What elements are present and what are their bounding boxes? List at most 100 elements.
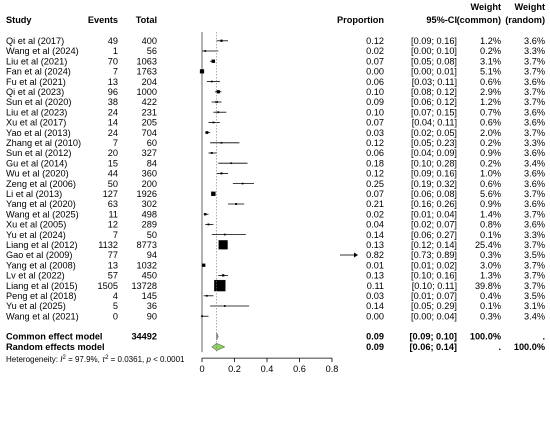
study-name: Li et al (2013) <box>6 189 62 199</box>
study-events: 24 <box>108 128 118 138</box>
table-row: Li et al (2013) 127 1926 0.07 [0.06; 0.08] 5.… <box>6 189 545 199</box>
study-weight-random: 3.1% <box>524 301 545 311</box>
study-events: 1505 <box>98 281 118 291</box>
study-name: Xu et al (2005) <box>6 220 66 230</box>
weight-square <box>230 162 233 165</box>
study-proportion: 0.04 <box>366 220 384 230</box>
weight-square <box>211 191 216 197</box>
table-row: Liang et al (2012) 1132 8773 0.13 [0.12; 0.1… <box>6 240 545 250</box>
study-total: 205 <box>142 118 157 128</box>
study-name: Wu et al (2020) <box>6 169 69 179</box>
table-row: Xu et al (2017) 14 205 0.07 [0.04; 0.11] 0.6%… <box>6 118 545 128</box>
study-total: 204 <box>142 77 157 87</box>
study-name: Peng et al (2018) <box>6 291 77 301</box>
study-weight-common: 1.4% <box>480 209 501 219</box>
study-events: 96 <box>108 87 118 97</box>
study-events: 0 <box>113 311 118 321</box>
study-proportion: 0.07 <box>366 118 384 128</box>
study-name: Qi et al (2017) <box>6 36 64 46</box>
study-total: 1063 <box>137 56 157 66</box>
study-events: 50 <box>108 179 118 189</box>
study-ci: [0.07; 0.15] <box>411 107 457 117</box>
study-weight-common: 25.4% <box>475 240 501 250</box>
study-total: 231 <box>142 107 157 117</box>
header-weight-random-line1: Weight <box>515 2 545 12</box>
weight-square <box>223 305 226 307</box>
het-tau2: = 0.0361, <box>108 355 146 364</box>
x-axis: 0 0.2 0.4 0.6 0.8 <box>199 357 339 374</box>
study-proportion: 0.21 <box>366 199 384 209</box>
study-weight-common: 0.6% <box>480 118 501 128</box>
study-events: 13 <box>108 260 118 270</box>
study-weight-common: 1.2% <box>480 97 501 107</box>
study-name: Yang et al (2020) <box>6 199 76 209</box>
study-events: 1132 <box>98 240 118 250</box>
weight-square <box>205 131 209 134</box>
study-ci: [0.00; 0.10] <box>411 46 457 56</box>
summary-rows: Common effect model 34492 0.09 [0.09; 0.10]… <box>6 332 545 353</box>
study-total: 1926 <box>137 189 157 199</box>
study-ci: [0.04; 0.09] <box>411 148 457 158</box>
weight-square <box>206 294 208 297</box>
table-row: Gu et al (2014) 15 84 0.18 [0.10; 0.28] 0.2% 3… <box>6 158 545 168</box>
study-ci: [0.16; 0.26] <box>411 199 457 209</box>
table-row: Lv et al (2022) 57 450 0.13 [0.10; 0.16] 1.3%… <box>6 271 545 281</box>
study-weight-common: 0.1% <box>480 230 501 240</box>
study-name: Fan et al (2024) <box>6 67 71 77</box>
study-weight-common: 0.6% <box>480 77 501 87</box>
study-name: Fu et al (2021) <box>6 77 66 87</box>
study-name: Liu et al (2023) <box>6 107 67 117</box>
random-effects-weight-random: 100.0% <box>514 342 545 352</box>
study-proportion: 0.03 <box>366 291 384 301</box>
study-weight-common: 2.9% <box>480 87 501 97</box>
study-ci: [0.12; 0.14] <box>411 240 457 250</box>
study-name: Sun et al (2012) <box>6 148 71 158</box>
study-total: 289 <box>142 220 157 230</box>
study-total: 8773 <box>137 240 157 250</box>
table-row: Fan et al (2024) 7 1763 0.00 [0.00; 0.01] 5.1… <box>6 67 545 77</box>
study-proportion: 0.12 <box>366 169 384 179</box>
random-effects-proportion: 0.09 <box>366 342 384 352</box>
study-events: 15 <box>108 158 118 168</box>
common-effect-weight-random: . <box>542 332 545 342</box>
table-row: Xu et al (2005) 12 289 0.04 [0.02; 0.07] 0.8%… <box>6 220 545 230</box>
weight-square <box>214 279 226 292</box>
study-proportion: 0.03 <box>366 128 384 138</box>
study-events: 44 <box>108 169 118 179</box>
study-name: Qi et al (2023) <box>6 87 64 97</box>
study-total: 498 <box>142 209 157 219</box>
het-i-symbol: I <box>60 355 63 364</box>
heterogeneity-text: Heterogeneity: I2 = 97.9%, τ2 = 0.0361, … <box>6 355 185 364</box>
study-weight-common: 0.2% <box>480 158 501 168</box>
study-total: 50 <box>147 230 157 240</box>
study-name: Liu et al (2021) <box>6 56 67 66</box>
study-weight-random: 3.5% <box>524 250 545 260</box>
study-ci: [0.06; 0.12] <box>411 97 457 107</box>
study-weight-common: 0.1% <box>480 301 501 311</box>
x-tick-label: 0.8 <box>326 364 339 374</box>
common-effect-proportion: 0.09 <box>366 332 384 342</box>
study-proportion: 0.00 <box>366 311 384 321</box>
study-weight-common: 0.4% <box>480 291 501 301</box>
study-weight-common: 0.6% <box>480 179 501 189</box>
table-row: Yang et al (2008) 13 1032 0.01 [0.01; 0.02] 3… <box>6 260 545 270</box>
study-weight-common: 3.0% <box>480 260 501 270</box>
header-weight-common-line1: Weight <box>471 2 501 12</box>
het-superscript: 2 <box>105 355 109 361</box>
study-name: Zhang et al (2010) <box>6 138 81 148</box>
study-events: 127 <box>103 189 118 199</box>
study-proportion: 0.12 <box>366 138 384 148</box>
study-proportion: 0.14 <box>366 230 384 240</box>
study-weight-common: 1.0% <box>480 169 501 179</box>
study-ci: [0.01; 0.07] <box>411 291 457 301</box>
study-events: 7 <box>113 67 118 77</box>
study-total: 84 <box>147 158 157 168</box>
study-total: 704 <box>142 128 157 138</box>
study-weight-common: 0.3% <box>480 250 501 260</box>
study-total: 90 <box>147 311 157 321</box>
study-ci: [0.00; 0.04] <box>411 311 457 321</box>
study-events: 13 <box>108 77 118 87</box>
study-weight-random: 3.6% <box>524 36 545 46</box>
x-tick-label: 0.4 <box>261 364 274 374</box>
study-weight-common: 0.2% <box>480 46 501 56</box>
